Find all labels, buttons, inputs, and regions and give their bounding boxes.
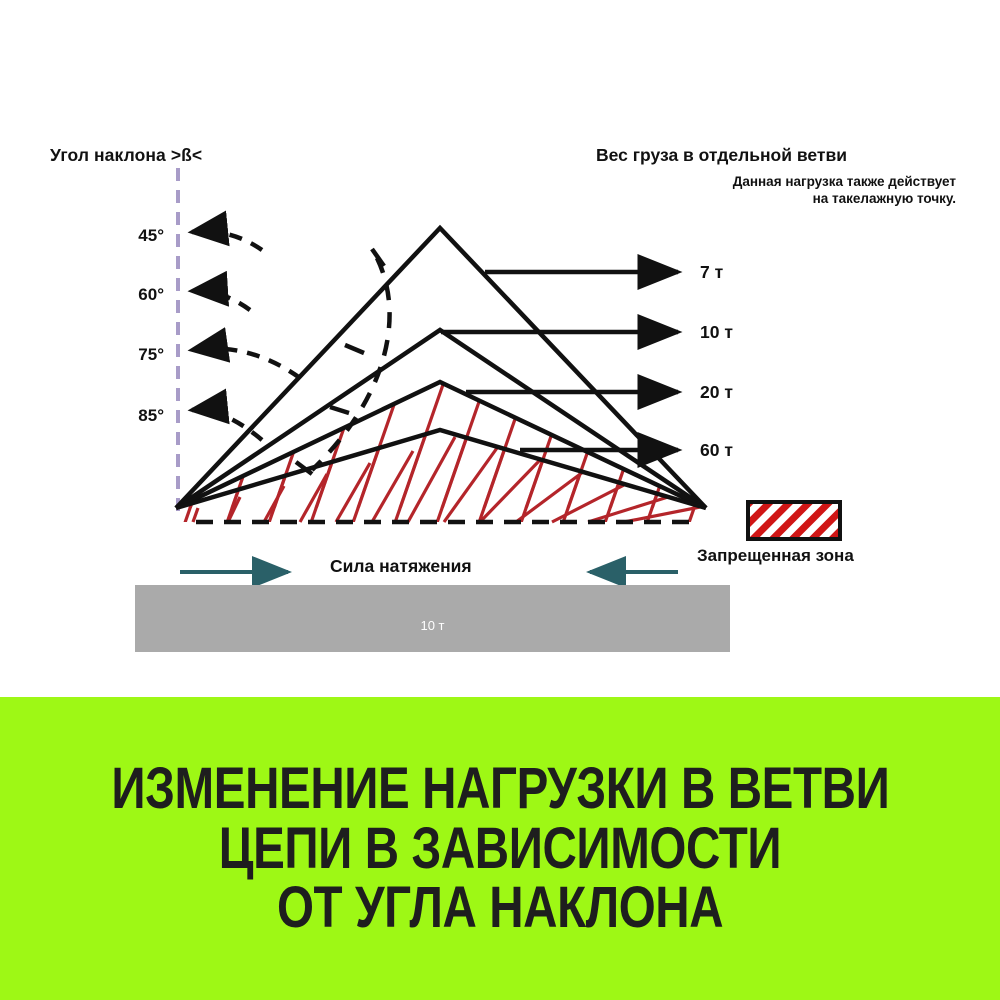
load-header-subtitle-line2: на такелажную точку.: [812, 190, 956, 206]
diagram-area: Угол наклона >ß< Вес груза в отдельной в…: [50, 145, 956, 652]
angle-axis-title: Угол наклона >ß<: [50, 145, 203, 165]
diagram-canvas: [135, 168, 842, 652]
load-header-subtitle-line1: Данная нагрузка также действует: [732, 174, 956, 189]
angle-sweep-arc: [310, 257, 392, 472]
forbidden-zone-hatch-lower: [176, 430, 706, 522]
angle-arc-75: [187, 327, 302, 380]
chevron-75: [175, 379, 707, 511]
angle-label-45: 45°: [138, 226, 164, 245]
angle-label-60: 60°: [138, 285, 164, 304]
load-block-label: 10 т: [420, 618, 445, 633]
forbidden-zone-swatch: [746, 500, 842, 541]
angle-arc-60: [187, 270, 252, 312]
weight-label-10t: 10 т: [700, 322, 733, 342]
weight-label-60t: 60 т: [700, 440, 733, 460]
weight-label-7t: 7 т: [700, 262, 724, 282]
angle-arc-85: [187, 388, 264, 442]
angle-label-85: 85°: [138, 406, 164, 425]
forbidden-zone-hatch-tails: [191, 436, 701, 524]
angle-label-75: 75°: [138, 345, 164, 364]
banner-line-1: ИЗМЕНЕНИЕ НАГРУЗКИ В ВЕТВИ: [111, 755, 889, 821]
load-block: [135, 585, 730, 652]
load-header-subtitle: Данная нагрузка также действует на такел…: [596, 174, 956, 208]
tension-force-label: Сила натяжения: [330, 556, 472, 576]
chevron-45: [174, 224, 708, 510]
load-header-title: Вес груза в отдельной ветви: [596, 145, 847, 165]
arc-tick-marks: [294, 247, 386, 476]
forbidden-zone-label: Запрещенная зона: [697, 546, 854, 565]
angle-arc-45: [187, 210, 264, 252]
chevron-85: [175, 427, 707, 511]
banner-line-2: ЦЕПИ В ЗАВИСИМОСТИ: [218, 815, 782, 881]
weight-label-20t: 20 т: [700, 382, 733, 402]
title-banner: ИЗМЕНЕНИЕ НАГРУЗКИ В ВЕТВИ ЦЕПИ В ЗАВИСИ…: [0, 697, 1000, 1000]
banner-line-3: ОТ УГЛА НАКЛОНА: [276, 875, 724, 941]
